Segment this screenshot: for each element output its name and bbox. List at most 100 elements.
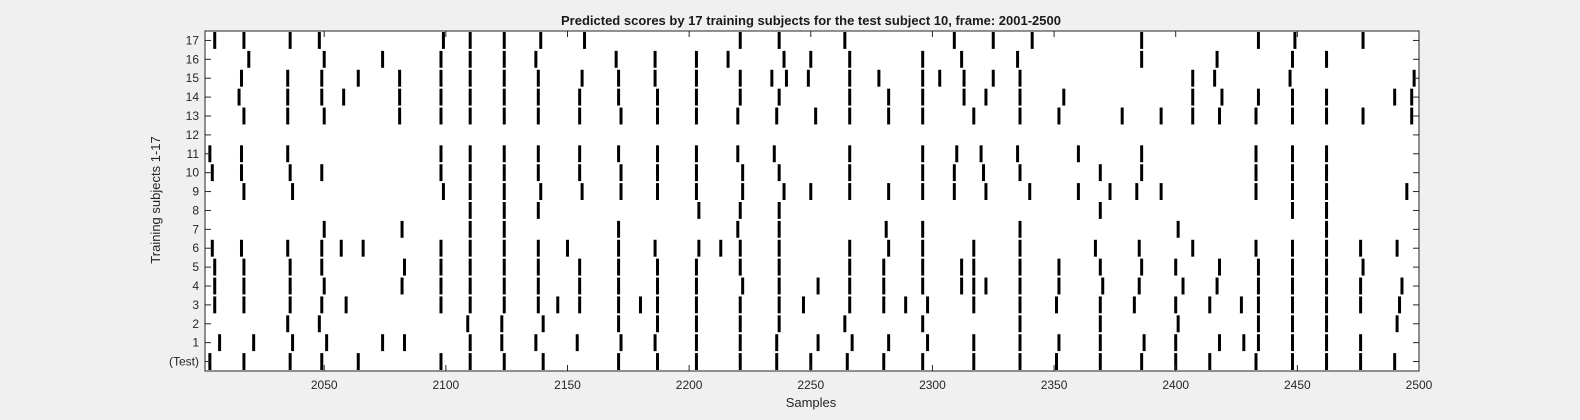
event-mark xyxy=(1018,277,1022,295)
event-mark xyxy=(1325,334,1329,352)
event-mark xyxy=(1018,315,1022,333)
event-mark xyxy=(468,353,472,370)
event-mark xyxy=(694,258,698,276)
event-mark xyxy=(439,107,443,125)
x-tick-label: 2100 xyxy=(433,378,460,392)
y-tick-label: 4 xyxy=(192,279,199,293)
event-mark xyxy=(921,107,925,125)
event-mark xyxy=(1098,334,1102,352)
event-mark xyxy=(972,107,976,125)
event-mark xyxy=(468,32,472,49)
event-mark xyxy=(468,107,472,125)
event-mark xyxy=(1290,353,1294,370)
event-mark xyxy=(843,32,847,49)
event-mark xyxy=(439,69,443,87)
event-mark xyxy=(1290,145,1294,163)
event-mark xyxy=(439,50,443,68)
event-mark xyxy=(1142,334,1146,352)
event-mark xyxy=(697,239,701,257)
event-mark xyxy=(322,50,326,68)
event-mark xyxy=(580,183,584,200)
event-mark xyxy=(816,334,820,352)
event-mark xyxy=(884,220,888,238)
x-tick-label: 2350 xyxy=(1041,378,1068,392)
event-mark xyxy=(801,296,805,314)
event-mark xyxy=(536,277,540,295)
event-mark xyxy=(656,296,660,314)
event-mark xyxy=(1191,69,1195,87)
event-mark xyxy=(614,50,618,68)
event-mark xyxy=(617,239,621,257)
event-mark xyxy=(468,239,472,257)
event-mark xyxy=(1359,296,1363,314)
event-mark xyxy=(775,334,779,352)
event-mark xyxy=(439,239,443,257)
event-mark xyxy=(777,220,781,238)
y-tick-label: 8 xyxy=(192,203,199,217)
event-mark xyxy=(1098,353,1102,370)
event-mark xyxy=(1218,258,1222,276)
event-mark xyxy=(344,296,348,314)
event-mark xyxy=(325,334,329,352)
y-tick-label: 5 xyxy=(192,260,199,274)
event-mark xyxy=(1098,202,1102,219)
event-mark xyxy=(617,258,621,276)
event-mark xyxy=(617,296,621,314)
event-mark xyxy=(1290,88,1294,106)
event-mark xyxy=(921,239,925,257)
event-mark xyxy=(1140,145,1144,163)
event-mark xyxy=(972,296,976,314)
event-mark xyxy=(441,183,445,200)
y-tick-label: 11 xyxy=(187,147,200,161)
x-tick-label: 2200 xyxy=(676,378,703,392)
event-mark xyxy=(991,32,995,49)
event-mark xyxy=(1215,50,1219,68)
event-mark xyxy=(317,32,321,49)
event-mark xyxy=(1030,32,1034,49)
event-mark xyxy=(218,334,222,352)
event-mark xyxy=(1174,353,1178,370)
event-mark xyxy=(536,258,540,276)
event-mark xyxy=(502,145,506,163)
event-mark xyxy=(848,164,852,182)
event-mark xyxy=(322,107,326,125)
event-mark xyxy=(398,107,402,125)
event-mark xyxy=(1290,50,1294,68)
event-mark xyxy=(777,202,781,219)
event-mark xyxy=(1018,164,1022,182)
event-mark xyxy=(1174,258,1178,276)
event-mark xyxy=(502,239,506,257)
event-mark xyxy=(1290,183,1294,200)
event-mark xyxy=(1242,334,1246,352)
event-mark xyxy=(984,183,988,200)
event-mark xyxy=(400,277,404,295)
event-mark xyxy=(578,107,582,125)
x-tick-label: 2050 xyxy=(311,378,338,392)
y-axis-label: Training subjects 1-17 xyxy=(148,136,163,263)
event-mark xyxy=(439,277,443,295)
event-mark xyxy=(239,69,243,87)
event-mark xyxy=(1361,32,1365,49)
event-mark xyxy=(848,239,852,257)
event-mark xyxy=(814,107,818,125)
event-mark xyxy=(1410,88,1414,106)
y-tick-label: 16 xyxy=(186,52,200,66)
event-mark xyxy=(1176,315,1180,333)
x-axis-label: Samples xyxy=(786,395,837,410)
event-mark xyxy=(242,107,246,125)
event-mark xyxy=(286,315,290,333)
event-mark xyxy=(617,69,621,87)
event-mark xyxy=(1325,202,1329,219)
event-mark xyxy=(619,164,623,182)
event-mark xyxy=(1405,183,1409,200)
event-mark xyxy=(738,88,742,106)
event-mark xyxy=(656,353,660,370)
event-mark xyxy=(1361,258,1365,276)
event-mark xyxy=(322,277,326,295)
event-mark xyxy=(1055,296,1058,314)
event-mark xyxy=(320,239,324,257)
event-mark xyxy=(784,69,788,87)
y-tick-label: 7 xyxy=(192,222,199,236)
event-mark xyxy=(741,183,745,200)
event-mark xyxy=(536,88,540,106)
